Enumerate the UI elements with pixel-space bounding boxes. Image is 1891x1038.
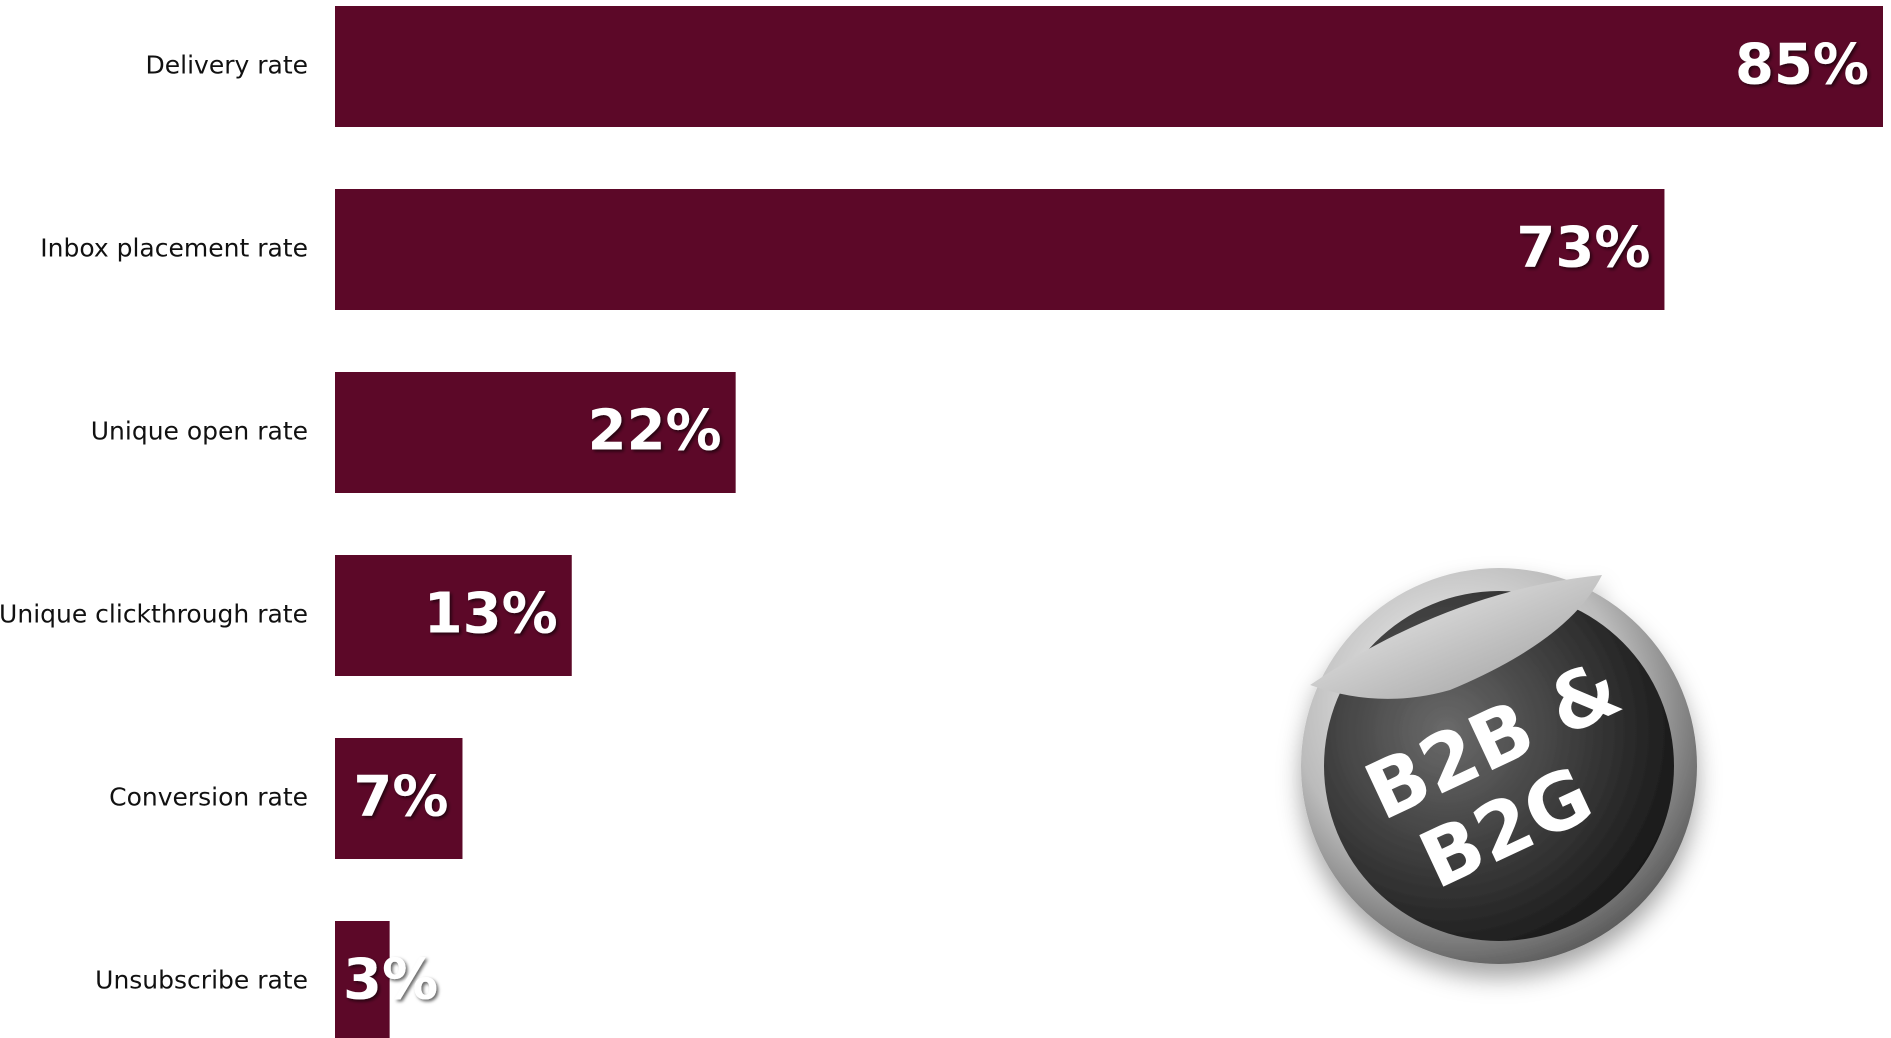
bar	[335, 189, 1665, 310]
badge-curl	[1310, 575, 1602, 699]
category-label: Unique clickthrough rate	[0, 600, 308, 629]
value-label: 3%	[343, 948, 438, 1013]
bar	[335, 372, 736, 493]
value-label: 7%	[353, 765, 448, 830]
category-label: Inbox placement rate	[40, 234, 308, 263]
bar	[335, 555, 572, 676]
category-label: Conversion rate	[109, 783, 308, 812]
value-label: 73%	[1516, 216, 1650, 281]
category-label: Unsubscribe rate	[95, 966, 308, 995]
value-label: 85%	[1735, 33, 1869, 98]
badge: B2B & B2G	[1301, 568, 1697, 964]
category-label: Delivery rate	[146, 51, 309, 80]
bar	[335, 921, 390, 1038]
category-label: Unique open rate	[91, 417, 308, 446]
value-label: 22%	[588, 399, 722, 464]
bar	[335, 738, 463, 859]
bar	[335, 6, 1883, 127]
value-label: 13%	[424, 582, 558, 647]
